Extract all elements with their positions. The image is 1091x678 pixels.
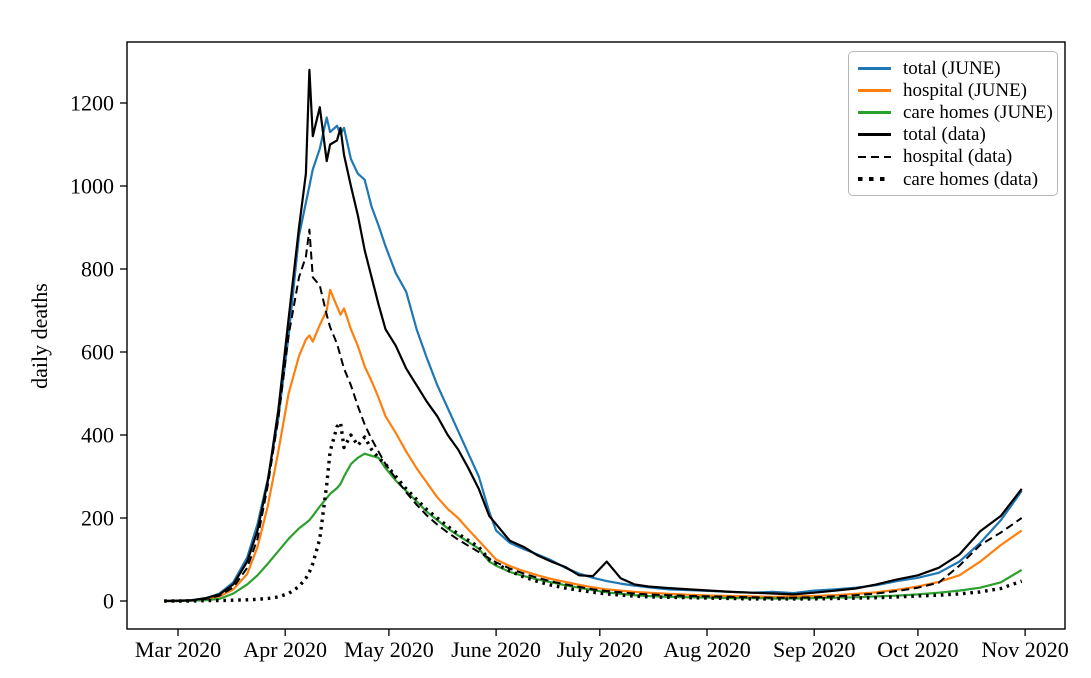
legend-label: hospital (JUNE) <box>903 79 1028 101</box>
x-tick-label: Oct 2020 <box>877 637 958 662</box>
plot-frame <box>126 41 1066 630</box>
y-tick-label: 1200 <box>70 91 114 116</box>
legend-item: care homes (JUNE) <box>858 101 1053 123</box>
legend-label: care homes (JUNE) <box>903 101 1053 123</box>
y-tick-label: 600 <box>81 340 114 365</box>
y-tick-label: 800 <box>81 257 114 282</box>
x-tick-label: May 2020 <box>344 637 434 662</box>
x-tick-label: Nov 2020 <box>981 637 1068 662</box>
legend-line-care-homes-data-icon <box>858 176 891 182</box>
x-tick-label: Sep 2020 <box>773 637 856 662</box>
legend-item: hospital (data) <box>858 146 1048 168</box>
legend-line-total-june-icon <box>858 66 891 70</box>
legend-line-total-data-icon <box>858 133 891 137</box>
legend-label: care homes (data) <box>903 168 1039 190</box>
legend-item: care homes (data) <box>858 168 1048 190</box>
legend: total (JUNE) hospital (JUNE) care homes … <box>848 51 1058 197</box>
legend-line-care-homes-june-icon <box>858 110 891 114</box>
x-tick-label: Mar 2020 <box>135 637 221 662</box>
y-tick-label: 1000 <box>70 174 114 199</box>
x-tick-label: June 2020 <box>451 637 541 662</box>
legend-line-hospital-june-icon <box>858 88 891 92</box>
legend-item: total (JUNE) <box>858 57 1048 79</box>
y-tick-label: 200 <box>81 506 114 531</box>
y-axis-label: daily deaths <box>27 283 52 389</box>
legend-label: total (data) <box>903 124 986 146</box>
legend-item: hospital (JUNE) <box>858 79 1048 101</box>
y-tick-label: 0 <box>103 589 114 614</box>
legend-item: total (data) <box>858 124 1048 146</box>
series-line-total-data- <box>164 68 1023 603</box>
x-tick-label: Apr 2020 <box>243 637 327 662</box>
series-line-care-homes-data- <box>164 420 1023 603</box>
legend-label: hospital (data) <box>903 146 1013 168</box>
series-line-hospital-june- <box>164 288 1023 603</box>
y-tick-label: 400 <box>81 423 114 448</box>
legend-line-hospital-data-icon <box>858 155 891 159</box>
x-tick-label: Aug 2020 <box>663 637 750 662</box>
legend-label: total (JUNE) <box>903 57 1001 79</box>
x-tick-label: July 2020 <box>557 637 643 662</box>
